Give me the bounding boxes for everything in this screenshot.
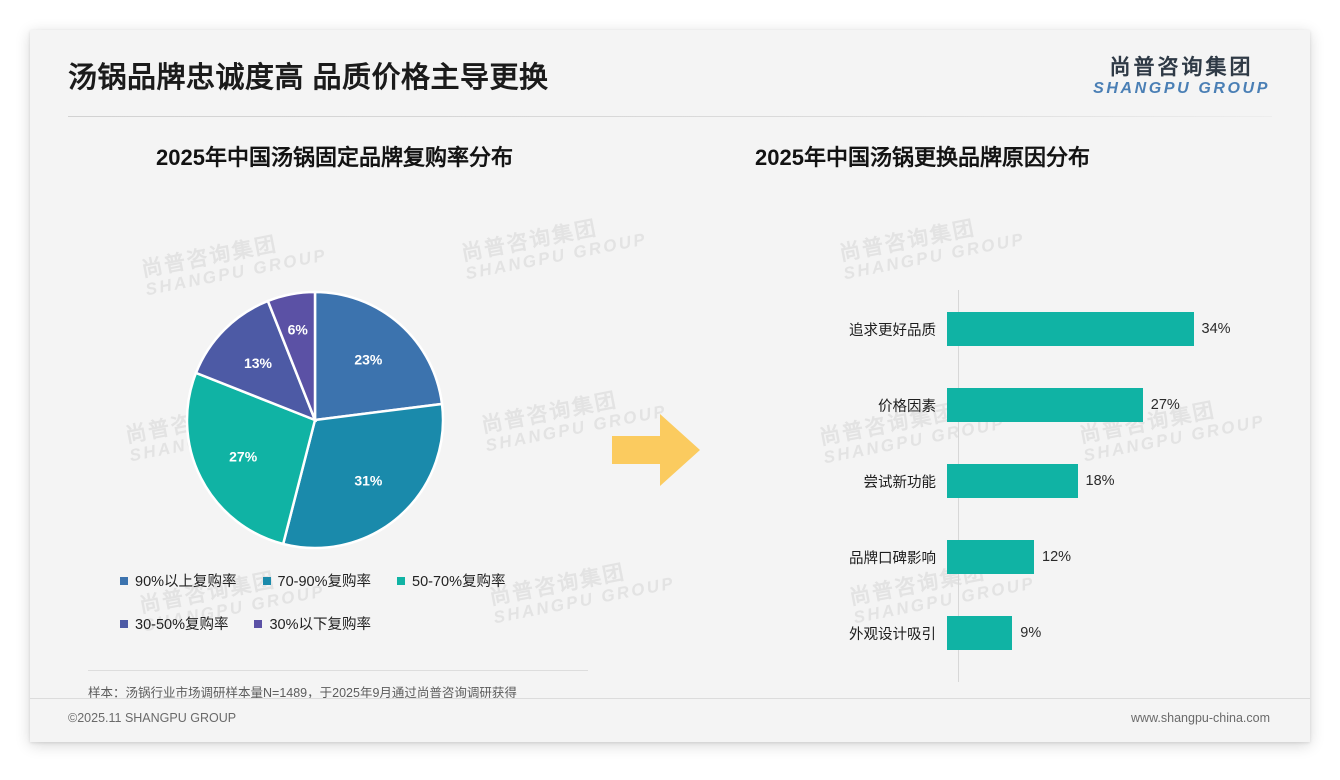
pie-chart-svg: 23% 31% 27% 13% 6% xyxy=(185,290,445,550)
bar-fill[interactable] xyxy=(947,540,1034,574)
bar-row[interactable]: 价格因素 27% xyxy=(755,388,1275,422)
pie-slice-label: 23% xyxy=(354,352,383,368)
pie-slice[interactable] xyxy=(281,402,445,550)
bar-value-label: 9% xyxy=(1020,625,1042,641)
slide-footer: ©2025.11 SHANGPU GROUP www.shangpu-china… xyxy=(30,699,1310,742)
pie-slice[interactable] xyxy=(194,299,318,423)
legend-row: 30-50%复购率 30%以下复购率 xyxy=(120,613,650,634)
bar-chart: 追求更好品质 34% 价格因素 27% 尝试新功能 18% 品牌口碑影响 12% 外观设计吸引 9… xyxy=(755,290,1275,690)
pie-slice-label: 27% xyxy=(229,449,258,465)
legend-swatch xyxy=(262,576,271,585)
pie-slices xyxy=(185,290,445,550)
header-divider xyxy=(68,116,1272,117)
brand-name-cn: 尚普咨询集团 xyxy=(1109,56,1254,79)
brand-logo: 尚普咨询集团 SHANGPU GROUP xyxy=(1093,56,1270,98)
footnote-divider xyxy=(88,670,588,671)
pie-slice[interactable] xyxy=(266,290,317,421)
bar-category-label: 追求更好品质 xyxy=(849,322,936,339)
pie-slice[interactable] xyxy=(313,290,444,422)
pie-slice-label: 31% xyxy=(354,472,383,488)
brand-name-en: SHANGPU GROUP xyxy=(1093,80,1270,98)
footnote: 样本：汤锅行业市场调研样本量N=1489，于2025年9月通过尚普咨询调研获得 xyxy=(88,686,517,700)
legend-swatch xyxy=(397,576,406,585)
bar-category-label: 外观设计吸引 xyxy=(849,626,936,643)
slide-header: 汤锅品牌忠诚度高 品质价格主导更换 尚普咨询集团 SHANGPU GROUP xyxy=(30,30,1310,110)
bar-track: 34% xyxy=(947,312,1275,346)
legend-label: 70-90%复购率 xyxy=(277,574,372,590)
bar-row[interactable]: 追求更好品质 34% xyxy=(755,312,1275,346)
legend-swatch xyxy=(120,619,128,628)
bar-value-label: 27% xyxy=(1150,397,1180,413)
legend-label: 30-50%复购率 xyxy=(135,617,229,633)
bar-track: 18% xyxy=(947,464,1275,498)
legend-row: 90%以上复购率 70-90%复购率 50-70%复购率 xyxy=(120,570,650,591)
bar-track: 12% xyxy=(947,540,1275,574)
footer-divider xyxy=(30,698,1310,699)
bar-chart-title: 2025年中国汤锅更换品牌原因分布 xyxy=(755,145,1090,170)
legend-item[interactable]: 90%以上复购率 xyxy=(120,570,237,591)
legend-label: 90%以上复购率 xyxy=(135,574,237,590)
pie-slice-labels: 23% 31% 27% 13% 6% xyxy=(229,321,383,488)
bar-track: 9% xyxy=(947,616,1275,650)
pie-slice-label: 13% xyxy=(244,355,273,371)
bar-fill[interactable] xyxy=(947,312,1194,346)
bar-chart-panel: 2025年中国汤锅更换品牌原因分布 追求更好品质 34% 价格因素 27% 尝试新功能 1… xyxy=(720,140,1280,682)
bar-row[interactable]: 品牌口碑影响 12% xyxy=(755,540,1275,574)
arrow-right-icon xyxy=(612,414,700,486)
bar-category-label: 尝试新功能 xyxy=(863,474,937,491)
bar-category-label: 品牌口碑影响 xyxy=(849,550,936,567)
legend-item[interactable]: 30%以下复购率 xyxy=(254,613,371,634)
legend-label: 50-70%复购率 xyxy=(412,574,506,590)
legend-item[interactable]: 30-50%复购率 xyxy=(120,613,228,634)
pie-slice[interactable] xyxy=(185,371,317,546)
footer-copyright: ©2025.11 SHANGPU GROUP xyxy=(68,711,237,725)
pie-chart-panel: 2025年中国汤锅固定品牌复购率分布 23% 31% 27% 13% 6% 90%以上复… xyxy=(90,140,700,660)
bar-row[interactable]: 尝试新功能 18% xyxy=(755,464,1275,498)
bar-fill[interactable] xyxy=(947,464,1078,498)
footer-website[interactable]: www.shangpu-china.com xyxy=(1131,711,1270,725)
pie-chart: 23% 31% 27% 13% 6% xyxy=(185,290,445,550)
legend-item[interactable]: 50-70%复购率 xyxy=(397,570,506,591)
legend-label: 30%以下复购率 xyxy=(269,617,372,633)
page-title: 汤锅品牌忠诚度高 品质价格主导更换 xyxy=(68,62,549,94)
pie-legend: 90%以上复购率 70-90%复购率 50-70%复购率 30-50%复购率 xyxy=(120,570,650,656)
bar-value-label: 18% xyxy=(1085,473,1115,489)
bar-fill[interactable] xyxy=(947,616,1013,650)
legend-item[interactable]: 70-90%复购率 xyxy=(262,570,372,591)
legend-swatch xyxy=(254,619,263,628)
bar-value-label: 12% xyxy=(1042,549,1072,565)
bar-category-label: 价格因素 xyxy=(878,398,936,415)
slide-card: 尚普咨询集团 SHANGPU GROUP 尚普咨询集团 SHANGPU GROU… xyxy=(30,30,1310,742)
bar-value-label: 34% xyxy=(1201,321,1231,337)
bar-fill[interactable] xyxy=(947,388,1143,422)
bar-row[interactable]: 外观设计吸引 9% xyxy=(755,616,1275,650)
bar-track: 27% xyxy=(947,388,1275,422)
pie-chart-title: 2025年中国汤锅固定品牌复购率分布 xyxy=(156,145,513,170)
legend-swatch xyxy=(120,576,128,585)
pie-slice-label: 6% xyxy=(288,321,309,337)
